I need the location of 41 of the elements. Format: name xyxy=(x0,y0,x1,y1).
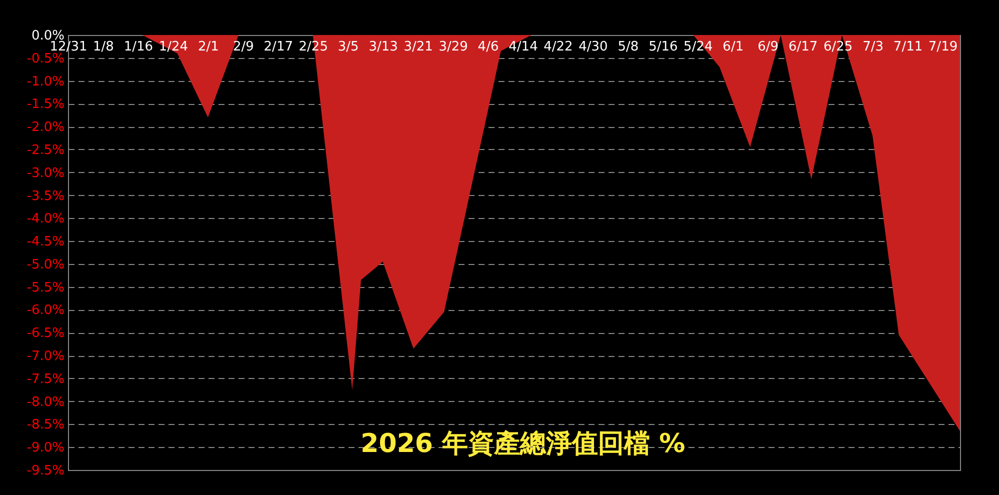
x-tick-label: 2/17 xyxy=(264,40,293,54)
y-tick-label: -6.0% xyxy=(26,303,64,318)
y-tick-label: -5.0% xyxy=(26,257,64,272)
y-tick-label: -7.0% xyxy=(26,349,64,364)
y-tick-label: -1.0% xyxy=(26,74,64,90)
y-tick-label: -6.5% xyxy=(26,326,64,342)
x-tick-label: 2/9 xyxy=(232,40,254,54)
y-tick-label: -8.5% xyxy=(26,418,64,433)
x-tick-label: 6/1 xyxy=(722,40,744,54)
y-tick-label: -2.0% xyxy=(26,120,64,136)
y-tick-label: -1.5% xyxy=(26,97,64,112)
x-tick-label: 4/14 xyxy=(508,40,538,54)
x-tick-label: 3/5 xyxy=(338,40,359,54)
y-tick-label: -0.5% xyxy=(26,51,64,66)
x-tick-label: 3/21 xyxy=(404,40,433,54)
y-tick-label: -9.5% xyxy=(26,464,64,478)
x-tick-label: 6/17 xyxy=(788,40,818,54)
x-tick-label: 7/19 xyxy=(928,40,958,54)
y-tick-label: -4.5% xyxy=(26,234,64,250)
x-tick-label: 5/16 xyxy=(648,40,678,54)
y-tick-label: -9.0% xyxy=(26,440,64,456)
text: 2026 年資產總淨值回檔 % xyxy=(360,428,686,459)
x-tick-label: 4/6 xyxy=(478,40,499,54)
x-tick-label: 7/3 xyxy=(862,40,884,54)
x-tick-label: 7/11 xyxy=(893,40,923,54)
y-tick-label: -8.0% xyxy=(26,394,64,410)
y-tick-label: -3.5% xyxy=(26,188,64,204)
y-tick-label: -3.0% xyxy=(26,166,64,181)
x-tick-label: 6/9 xyxy=(758,40,779,54)
y-tick-label: -5.5% xyxy=(26,280,64,296)
x-tick-label: 4/22 xyxy=(544,40,573,54)
x-tick-label: 2/1 xyxy=(198,40,219,54)
y-tick-label: -2.5% xyxy=(26,142,64,158)
x-tick-label: 4/30 xyxy=(578,40,608,54)
y-tick-label: -7.5% xyxy=(26,372,64,387)
y-tick-label: -4.0% xyxy=(26,212,64,227)
x-tick-label: 1/16 xyxy=(124,40,154,54)
x-tick-label: 3/29 xyxy=(438,40,468,54)
x-tick-label: 5/8 xyxy=(618,40,639,54)
x-tick-label: 3/13 xyxy=(368,40,398,54)
x-tick-label: 1/8 xyxy=(93,40,114,54)
